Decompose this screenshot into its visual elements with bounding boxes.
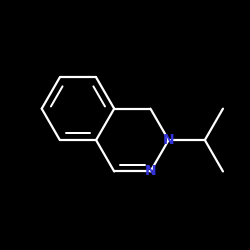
Text: N: N (163, 133, 174, 147)
Text: N: N (145, 164, 156, 178)
